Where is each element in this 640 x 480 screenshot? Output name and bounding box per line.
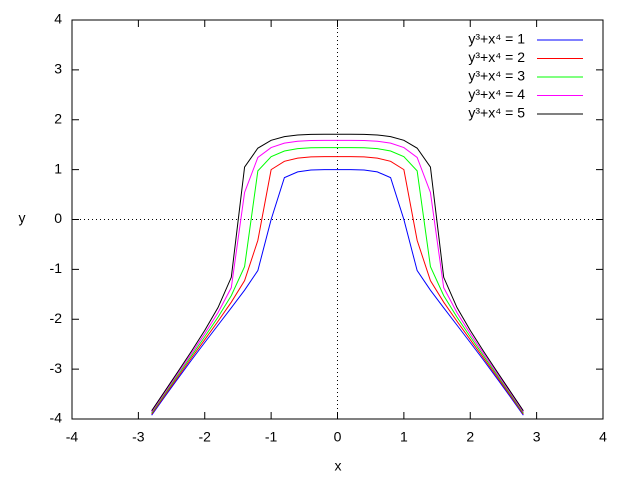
series-line — [151, 139, 524, 413]
legend-label: y³+x⁴ = 4 — [468, 86, 525, 102]
x-tick-label: -2 — [199, 429, 212, 445]
y-axis-label: y — [19, 210, 26, 226]
x-tick-label: -1 — [265, 429, 278, 445]
legend-label: y³+x⁴ = 2 — [468, 49, 525, 65]
y-tick-label: 3 — [54, 61, 62, 77]
y-tick-label: -2 — [50, 310, 63, 326]
y-tick-label: -3 — [50, 360, 63, 376]
y-tick-label: 4 — [54, 11, 62, 27]
x-tick-label: 0 — [334, 429, 342, 445]
y-tick-label: -1 — [50, 260, 63, 276]
x-tick-label: 1 — [400, 429, 408, 445]
x-axis-label: x — [335, 458, 342, 474]
y-tick-label: -4 — [50, 410, 63, 426]
series-line — [151, 133, 524, 412]
series-line — [151, 156, 524, 415]
x-tick-label: 3 — [533, 429, 541, 445]
x-tick-label: 4 — [599, 429, 607, 445]
series-line — [151, 147, 524, 414]
legend-label: y³+x⁴ = 3 — [468, 68, 525, 84]
x-tick-label: -4 — [66, 429, 79, 445]
y-tick-label: 0 — [54, 210, 62, 226]
y-tick-label: 2 — [54, 110, 62, 126]
series-line — [151, 169, 524, 416]
y-tick-label: 1 — [54, 160, 62, 176]
x-tick-label: -3 — [132, 429, 145, 445]
legend-label: y³+x⁴ = 5 — [468, 105, 525, 121]
legend-label: y³+x⁴ = 1 — [468, 31, 525, 47]
x-tick-label: 2 — [466, 429, 474, 445]
plot-border — [71, 19, 604, 420]
